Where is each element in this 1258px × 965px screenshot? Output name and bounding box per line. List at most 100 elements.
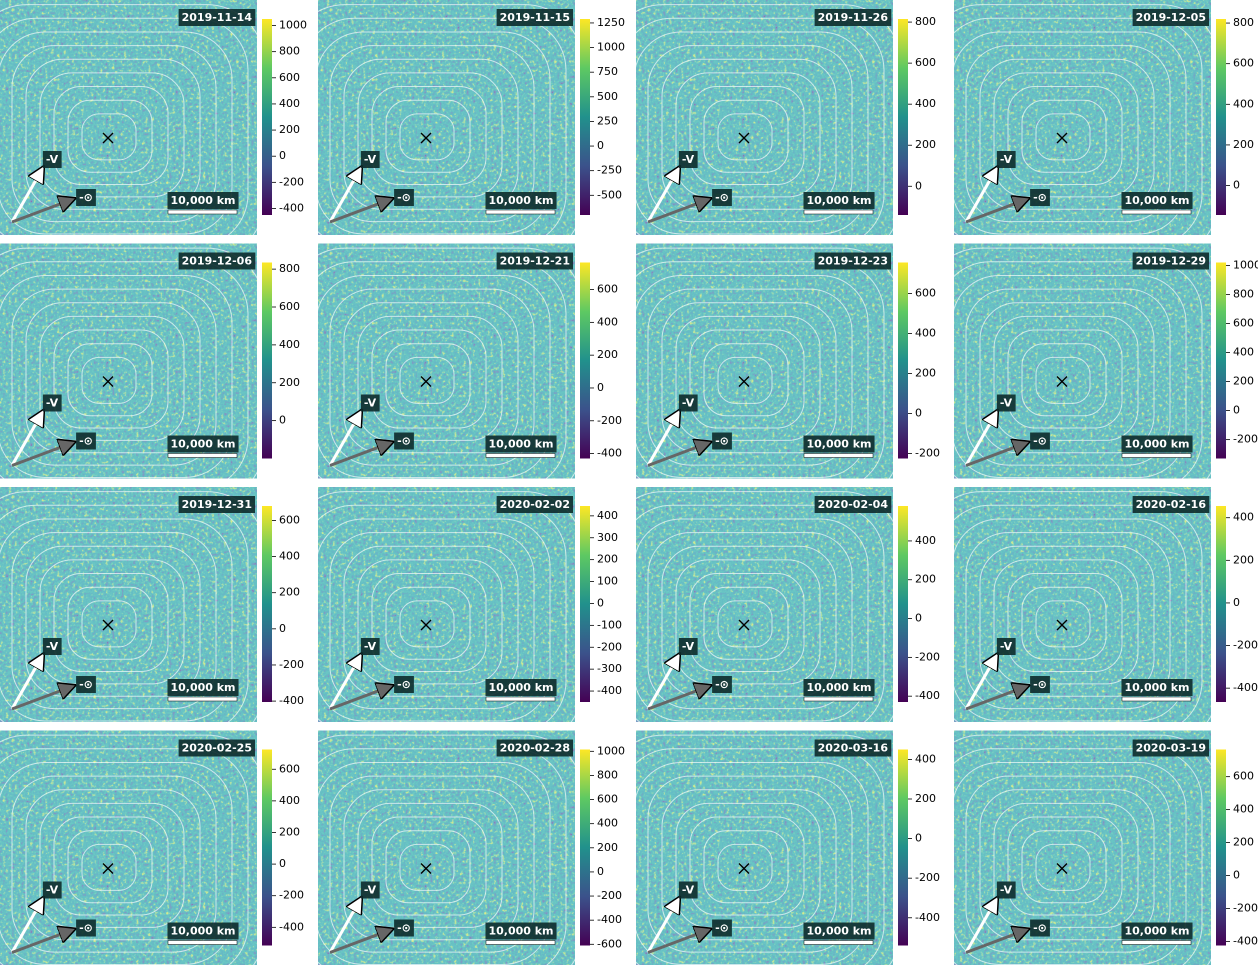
tick-label: 400 [597, 509, 618, 522]
tick-label: 200 [915, 792, 936, 805]
tick-label: -400 [279, 694, 304, 707]
scale-bar [485, 209, 556, 215]
label: -V [1000, 153, 1013, 166]
tick-label: 400 [279, 794, 300, 807]
tick-label: 300 [597, 531, 618, 544]
panel: 2020-02-28 10,000 km -V -⊙ -600 -400 -200 0 200 4… [318, 730, 625, 965]
label: 10,000 km [488, 438, 553, 451]
label: -V [364, 640, 377, 653]
tick-label: 400 [279, 97, 300, 110]
label: -V [46, 884, 59, 897]
label: -⊙ [79, 678, 93, 691]
tick-label: 800 [597, 768, 618, 781]
tick-label: 500 [597, 90, 618, 103]
arrow-v [10, 904, 40, 954]
tick-label: -200 [597, 414, 622, 427]
tick-label: 600 [597, 283, 618, 296]
label: -V [46, 640, 59, 653]
tick-label: -200 [597, 640, 622, 653]
tick-label: 0 [915, 612, 922, 625]
arrow-sun [329, 445, 386, 467]
label: -⊙ [397, 922, 411, 935]
tick-label: -400 [915, 911, 940, 924]
tick-label: 200 [279, 825, 300, 838]
arrow-sun [11, 688, 68, 711]
label: 2019-12-31 [182, 498, 252, 511]
tick-label: 200 [915, 367, 936, 380]
tick-label: 0 [1233, 404, 1240, 417]
tick-label: -400 [1233, 934, 1258, 947]
contours [0, 491, 257, 722]
label: -⊙ [715, 678, 729, 691]
label: -V [682, 640, 695, 653]
arrow-sun [329, 932, 386, 954]
target-marker [1056, 132, 1068, 144]
tick-label: 0 [597, 139, 604, 152]
colorbar [580, 262, 590, 459]
panel: 2019-12-23 10,000 km -V -⊙ -200 0 200 400 600 [636, 243, 940, 479]
tick-label: -200 [915, 871, 940, 884]
tick-label: 0 [597, 865, 604, 878]
label: -V [682, 884, 695, 897]
tick-label: -400 [279, 920, 304, 933]
tick-label: 800 [1233, 16, 1254, 29]
label: -⊙ [397, 191, 411, 204]
label: -⊙ [79, 922, 93, 935]
colorbar [1216, 19, 1226, 215]
colorbar [1216, 262, 1226, 459]
tick-label: 200 [279, 376, 300, 389]
tick-label: 0 [279, 857, 286, 870]
tick-label: 200 [597, 348, 618, 361]
tick-label: -200 [1233, 901, 1258, 914]
label: -⊙ [397, 678, 411, 691]
label: 10,000 km [170, 681, 235, 694]
label: -⊙ [1033, 922, 1047, 935]
contours [954, 491, 1211, 722]
label: 10,000 km [1124, 438, 1189, 451]
arrow-v [964, 173, 994, 223]
tick-label: 0 [1233, 179, 1240, 192]
tick-label: 0 [915, 179, 922, 192]
tick-label: 200 [1233, 836, 1254, 849]
target-marker [420, 619, 432, 631]
arrow-v [10, 660, 40, 710]
contours [954, 247, 1211, 479]
tick-label: 200 [597, 841, 618, 854]
label: 2019-11-26 [818, 11, 889, 24]
tick-label: -200 [597, 889, 622, 902]
tick-label: 0 [279, 622, 286, 635]
scale-bar [167, 209, 238, 215]
tick-label: -200 [279, 889, 304, 902]
panel: 2019-12-31 10,000 km -V -⊙ -400 -200 0 200 400 60… [0, 487, 304, 722]
tick-label: 600 [915, 287, 936, 300]
target-marker [738, 132, 750, 144]
tick-label: 200 [597, 553, 618, 566]
arrow-sun [647, 445, 704, 467]
tick-label: -200 [279, 175, 304, 188]
tick-label: 600 [279, 762, 300, 775]
colorbar [262, 506, 272, 702]
target-marker [420, 132, 432, 144]
arrow-sun [965, 445, 1022, 467]
label: 2020-03-19 [1136, 742, 1206, 755]
scale-bar [485, 696, 556, 702]
label: 10,000 km [806, 194, 871, 207]
contours [636, 491, 893, 722]
target-marker [1056, 376, 1068, 387]
tick-label: 400 [915, 534, 936, 547]
label: 2019-11-15 [500, 11, 570, 24]
contours [318, 4, 575, 235]
tick-label: 200 [1233, 138, 1254, 151]
arrow-v [646, 904, 676, 954]
arrow-v [964, 417, 994, 467]
panel: 2020-03-19 10,000 km -V -⊙ -400 -200 0 200 400 60… [954, 730, 1258, 965]
tick-label: -200 [1233, 433, 1258, 446]
tick-label: 400 [1233, 97, 1254, 110]
tick-label: -200 [915, 650, 940, 663]
tick-label: 600 [915, 56, 936, 69]
tick-label: 600 [1233, 770, 1254, 783]
tick-label: -400 [597, 684, 622, 697]
label: 2020-02-04 [818, 498, 889, 511]
arrow-v [646, 660, 676, 710]
